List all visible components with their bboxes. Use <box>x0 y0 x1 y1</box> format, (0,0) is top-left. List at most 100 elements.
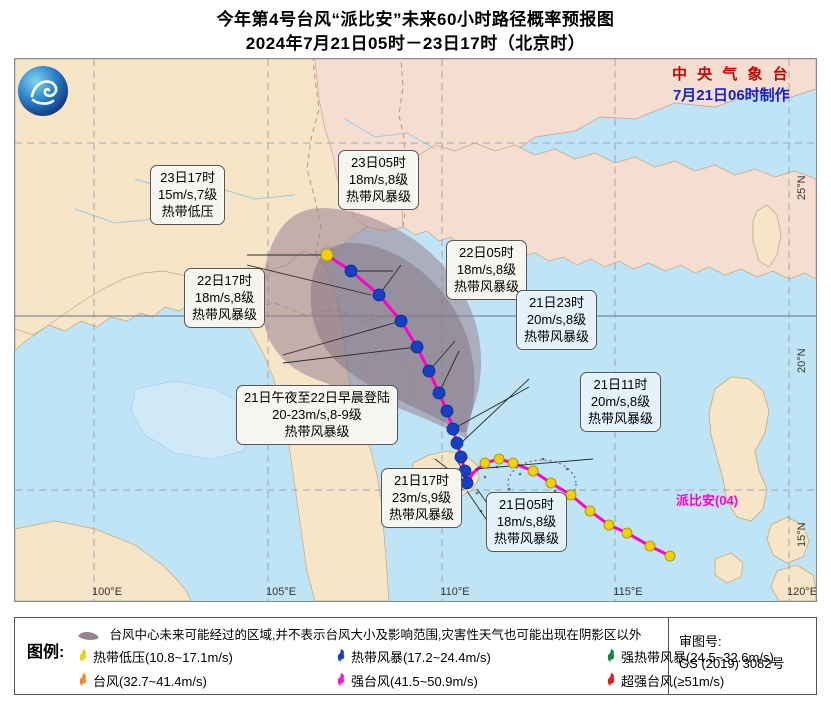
past-track-points <box>479 453 676 562</box>
lon-tick-label: 110°E <box>440 586 470 598</box>
map-canvas[interactable] <box>14 58 817 602</box>
cyclone-symbol-icon <box>335 647 347 666</box>
callout-line: 21日23时 <box>529 295 584 310</box>
callout-line: 21日17时 <box>394 473 449 488</box>
callout-21d17h: 21日17时 23m/s,9级 热带风暴级 <box>381 468 463 528</box>
callout-21d23h: 21日23时 20m/s,8级 热带风暴级 <box>516 290 598 350</box>
philippine-island-3 <box>770 564 816 601</box>
callout-line: 热带风暴级 <box>389 507 455 522</box>
longitude-axis: 100°E 105°E 110°E 115°E 120°E <box>14 586 817 604</box>
cyclone-symbol-icon <box>77 647 89 666</box>
callout-line: 20m/s,8级 <box>590 394 651 409</box>
map-graphics <box>15 59 816 601</box>
callout-line: 21日午夜至22日早晨登陆 <box>244 390 390 405</box>
callout-21d05h: 21日05时 18m/s,8级 热带风暴级 <box>486 492 568 552</box>
lon-tick-label: 105°E <box>265 586 297 598</box>
lat-tick-label: 15°N <box>796 522 808 547</box>
callout-line: 18m/s,8级 <box>496 514 557 529</box>
luzon-island <box>708 376 770 522</box>
cyclone-symbol-icon <box>605 647 617 666</box>
south-landmass <box>15 520 192 601</box>
callout-line: 热带风暴级 <box>588 411 654 426</box>
legend-item: 热带风暴(17.2~24.4m/s) <box>335 647 605 666</box>
callout-line: 21日11时 <box>593 377 648 392</box>
callout-line: 23日17时 <box>160 170 216 185</box>
legend-row: 热带低压(10.8~17.1m/s) 热带风暴(17.2~24.4m/s) 强热带风… <box>77 644 803 668</box>
taiwan-island <box>752 204 782 268</box>
legend-category-rows: 热带低压(10.8~17.1m/s) 热带风暴(17.2~24.4m/s) 强热带风… <box>77 644 803 692</box>
callout-landfall: 21日午夜至22日早晨登陆 20-23m/s,8-9级 热带风暴级 <box>236 385 398 445</box>
cyclone-symbol-icon <box>77 671 89 690</box>
philippine-island-2 <box>766 516 810 564</box>
title-line-2: 2024年7月21日05时－23日17时（北京时） <box>245 34 586 53</box>
callout-22d17h: 22日17时 18m/s,8级 热带风暴级 <box>184 268 266 328</box>
latitude-axis: 25°N 20°N 15°N <box>796 58 830 602</box>
legend-item: 强热带风暴(24.5~32.6m/s) <box>605 647 774 666</box>
legend-item-label: 台风(32.7~41.4m/s) <box>93 673 207 689</box>
lon-tick-label: 115°E <box>613 586 643 598</box>
river-line-2 <box>74 208 156 224</box>
callout-line: 热带风暴级 <box>494 531 560 546</box>
callout-line: 热带风暴级 <box>454 279 520 294</box>
callout-line: 15m/s,7级 <box>158 187 218 202</box>
issuing-agency: 中 央 气 象 台 7月21日06时制作 <box>672 64 791 106</box>
callout-line: 22日17时 <box>197 273 252 288</box>
storm-name-label: 派比安(04) <box>676 493 739 508</box>
legend-item: 台风(32.7~41.4m/s) <box>77 671 335 690</box>
legend-cone-text: 台风中心未来可能经过的区域,并不表示台风大小及影响范围,灾害性天气也可能出现在阴… <box>109 628 642 642</box>
legend-item: 超强台风(≥51m/s) <box>605 671 724 690</box>
lon-tick-label: 120°E <box>786 586 818 598</box>
callout-line: 20-23m/s,8-9级 <box>272 407 362 422</box>
legend-item-label: 热带低压(10.8~17.1m/s) <box>93 649 233 665</box>
lat-tick-label: 20°N <box>796 348 808 373</box>
legend-item-label: 超强台风(≥51m/s) <box>621 673 725 689</box>
callout-line: 18m/s,8级 <box>194 290 255 305</box>
callout-line: 21日05时 <box>499 497 554 512</box>
legend-item: 热带低压(10.8~17.1m/s) <box>77 647 335 666</box>
callout-line: 20m/s,8级 <box>526 312 587 327</box>
agency-issued-time: 7月21日06时制作 <box>672 87 790 104</box>
cyclone-symbol-icon <box>335 671 347 690</box>
callout-line: 热带风暴级 <box>192 307 258 322</box>
callout-line: 热带风暴级 <box>346 189 412 204</box>
approval-block: 审图号: GS (2019) 3082号 <box>668 618 816 694</box>
legend-item-label: 强热带风暴(24.5~32.6m/s) <box>621 649 774 665</box>
page-title: 今年第4号台风“派比安”未来60小时路径概率预报图 2024年7月21日05时－… <box>0 8 831 56</box>
forecast-cone <box>261 208 482 439</box>
callout-line: 18m/s,8级 <box>348 172 409 187</box>
legend-main: 图例: 台风中心未来可能经过的区域,并不表示台风大小及影响范围,灾害性天气也可能… <box>15 618 774 694</box>
lon-tick-label: 100°E <box>91 586 123 598</box>
legend-item-label: 强台风(41.5~50.9m/s) <box>351 673 478 689</box>
cma-logo-icon <box>16 64 70 118</box>
cone-swatch-icon <box>77 630 101 644</box>
legend-cone-note: 台风中心未来可能经过的区域,并不表示台风大小及影响范围,灾害性天气也可能出现在阴… <box>77 624 641 644</box>
callout-line: 23m/s,9级 <box>391 490 452 505</box>
legend-item: 强台风(41.5~50.9m/s) <box>335 671 605 690</box>
legend-title: 图例: <box>27 644 65 661</box>
callout-23d17h: 23日17时 15m/s,7级 热带低压 <box>150 165 226 225</box>
approval-label: 审图号: <box>679 634 722 649</box>
legend-panel: 图例: 台风中心未来可能经过的区域,并不表示台风大小及影响范围,灾害性天气也可能… <box>14 617 817 695</box>
callout-line: 热带风暴级 <box>524 329 590 344</box>
legend-item-label: 热带风暴(17.2~24.4m/s) <box>351 649 491 665</box>
approval-number: GS (2019) 3082号 <box>679 656 785 671</box>
callout-line: 23日05时 <box>351 155 406 170</box>
philippine-island-4 <box>714 552 744 584</box>
callout-21d11h: 21日11时 20m/s,8级 热带风暴级 <box>580 372 662 432</box>
river-line-3 <box>344 118 436 150</box>
callout-line: 热带风暴级 <box>284 424 350 439</box>
callout-22d05h: 22日05时 18m/s,8级 热带风暴级 <box>446 240 528 300</box>
map-inner <box>15 59 816 601</box>
forecast-track-points <box>320 248 474 490</box>
callout-line: 22日05时 <box>459 245 514 260</box>
callout-23d05h: 23日05时 18m/s,8级 热带风暴级 <box>338 150 420 210</box>
agency-name: 中 央 气 象 台 <box>672 66 791 83</box>
title-line-1: 今年第4号台风“派比安”未来60小时路径概率预报图 <box>216 10 615 29</box>
lat-tick-label: 25°N <box>796 175 808 200</box>
callout-line: 热带低压 <box>161 204 214 219</box>
callout-line: 18m/s,8级 <box>456 262 517 277</box>
inland-water-1 <box>130 380 256 460</box>
legend-row: 台风(32.7~41.4m/s) 强台风(41.5~50.9m/s) 超强台风(≥5… <box>77 668 803 692</box>
cyclone-symbol-icon <box>605 671 617 690</box>
